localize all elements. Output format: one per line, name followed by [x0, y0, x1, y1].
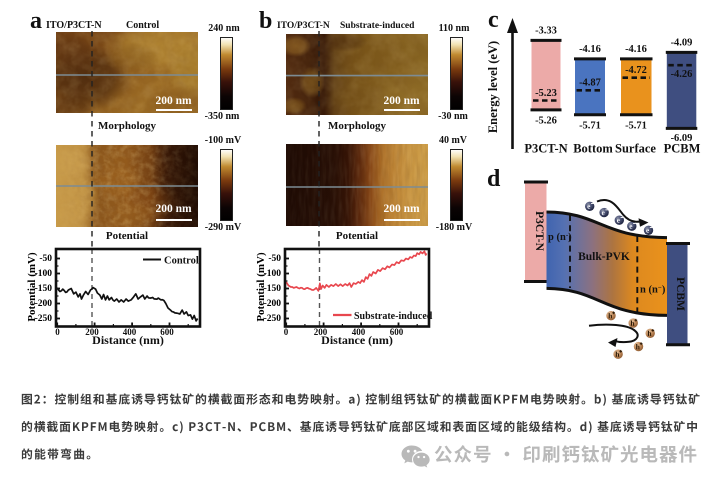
svg-text:-4.16: -4.16 [625, 44, 647, 55]
svg-text:Substrate-induced: Substrate-induced [354, 311, 433, 322]
svg-text:-5.23: -5.23 [535, 88, 557, 99]
svg-text:Energy level (eV): Energy level (eV) [486, 41, 500, 133]
svg-text:p (n-): p (n-) [548, 231, 572, 243]
svg-text:Bulk-PVK: Bulk-PVK [578, 251, 630, 263]
svg-text:-4.26: -4.26 [671, 69, 693, 80]
svg-text:Control: Control [164, 255, 199, 266]
svg-text:-4.72: -4.72 [625, 65, 647, 76]
svg-text:PCBM: PCBM [674, 277, 686, 311]
svg-text:P3CT-N: P3CT-N [524, 142, 567, 156]
svg-text:Bottom: Bottom [573, 142, 613, 156]
svg-text:-3.33: -3.33 [535, 26, 557, 37]
svg-text:P3CT-N: P3CT-N [533, 211, 545, 252]
svg-text:-4.09: -4.09 [671, 38, 693, 49]
svg-text:-5.71: -5.71 [625, 121, 647, 132]
svg-text:n (n−): n (n−) [640, 284, 666, 296]
svg-text:-4.16: -4.16 [579, 44, 601, 55]
svg-text:-6.09: -6.09 [671, 133, 693, 144]
svg-text:-4.87: -4.87 [579, 78, 601, 89]
svg-text:Surface: Surface [615, 142, 656, 156]
svg-text:-5.71: -5.71 [579, 121, 601, 132]
svg-text:PCBM: PCBM [664, 142, 701, 156]
svg-text:-5.26: -5.26 [535, 116, 557, 127]
